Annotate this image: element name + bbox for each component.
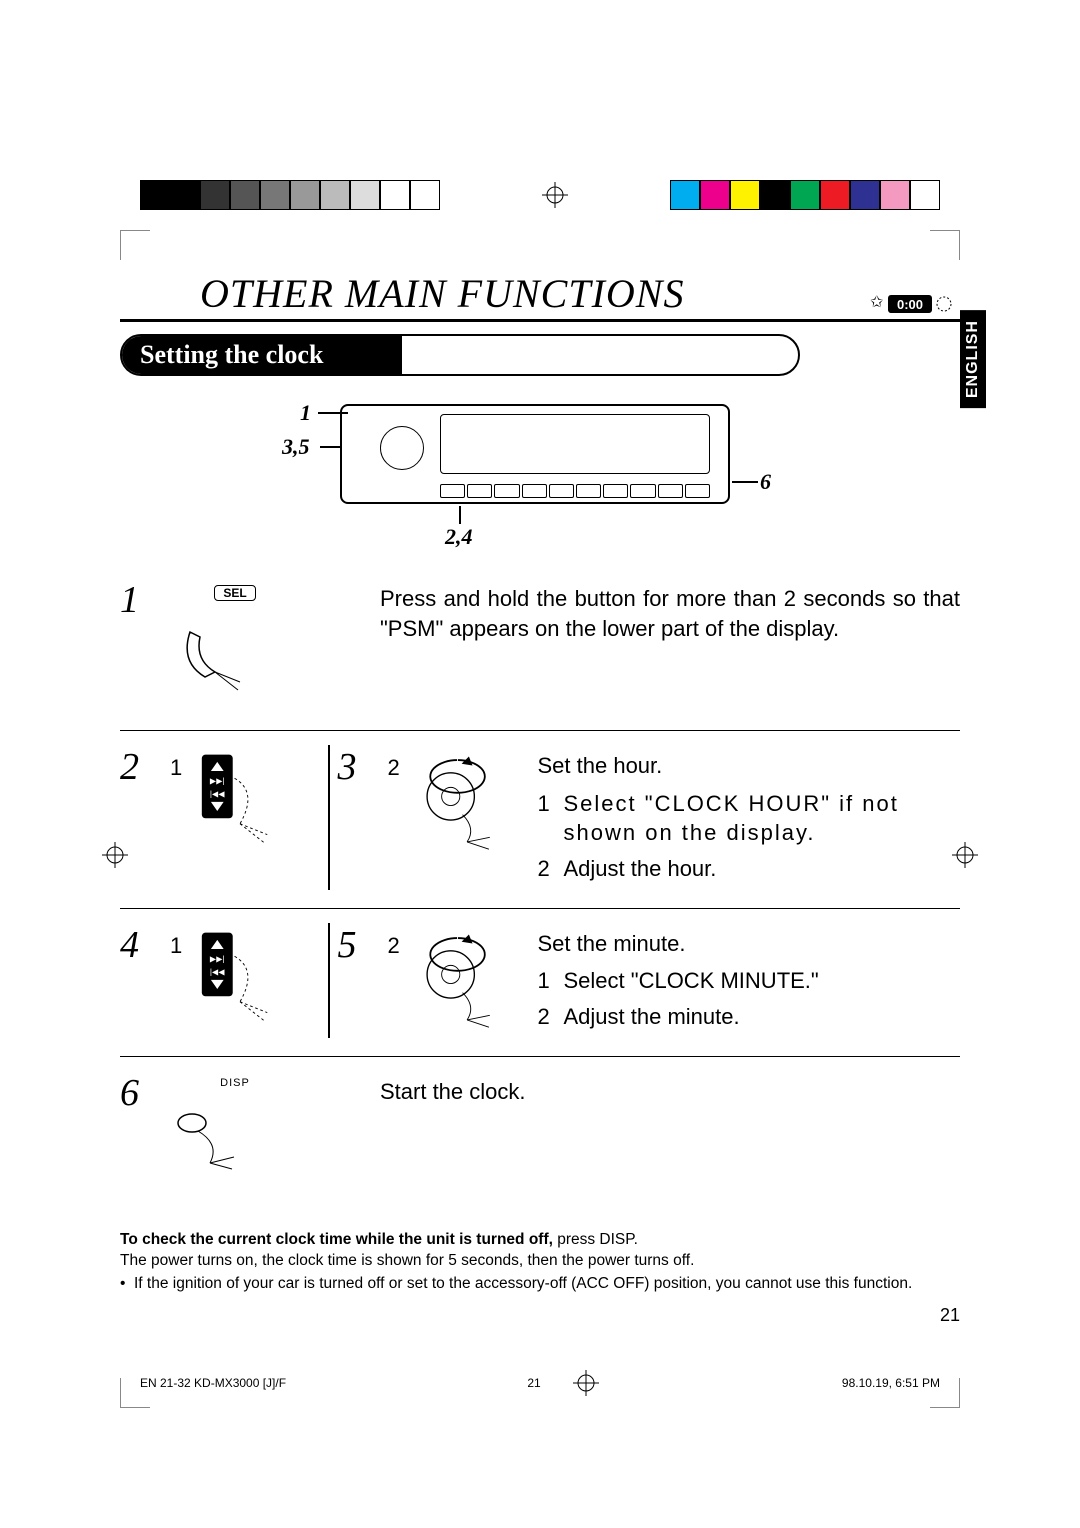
step-2-3: 2 1 ▶▶| |◀◀ 3 2 xyxy=(120,731,960,909)
step-subnumber: 2 xyxy=(388,755,408,890)
step-6: 6 DISP Start the clock. xyxy=(120,1057,960,1212)
page-title: OTHER MAIN FUNCTIONS xyxy=(120,270,684,317)
step-4-5: 4 1 ▶▶| |◀◀ 5 2 xyxy=(120,909,960,1057)
section-title: Setting the clock xyxy=(140,334,323,376)
diagram-callout-6: 6 xyxy=(760,469,771,495)
step-number: 2 xyxy=(120,745,170,890)
step-number: 4 xyxy=(120,923,170,1038)
step-number: 6 xyxy=(120,1071,170,1194)
page-content: OTHER MAIN FUNCTIONS ✩ 0:00 Setting the … xyxy=(120,180,960,1326)
svg-text:|◀◀: |◀◀ xyxy=(210,967,225,976)
diagram-callout-35: 3,5 xyxy=(282,434,310,460)
svg-text:▶▶|: ▶▶| xyxy=(210,954,225,963)
svg-text:▶▶|: ▶▶| xyxy=(210,777,225,786)
updown-button-icon: ▶▶| |◀◀ xyxy=(190,751,320,890)
svg-text:0:00: 0:00 xyxy=(897,297,923,312)
language-tab: ENGLISH xyxy=(960,310,986,408)
step-number: 5 xyxy=(338,923,388,1038)
clock-icon: ✩ 0:00 xyxy=(870,291,960,317)
footnote: To check the current clock time while th… xyxy=(120,1230,960,1295)
step-number: 1 xyxy=(120,578,170,712)
step-text: Set the hour. 1Select "CLOCK HOUR" if no… xyxy=(538,745,961,890)
section-header: Setting the clock xyxy=(120,334,800,376)
footer-left: EN 21-32 KD-MX3000 [J]/F xyxy=(140,1376,286,1390)
step-subnumber: 1 xyxy=(170,933,190,1038)
diagram-callout-24: 2,4 xyxy=(445,524,473,550)
registration-mark-bottom xyxy=(571,1368,601,1398)
step-subnumber: 1 xyxy=(170,755,190,890)
updown-button-icon: ▶▶| |◀◀ xyxy=(190,929,320,1038)
disp-button-icon: DISP xyxy=(170,1077,300,1194)
svg-text:|◀◀: |◀◀ xyxy=(210,789,225,798)
dial-turn-icon xyxy=(408,751,538,890)
footer-mid-page: 21 xyxy=(527,1376,540,1390)
svg-text:✩: ✩ xyxy=(870,294,884,311)
page-number: 21 xyxy=(120,1305,960,1326)
step-text: Press and hold the button for more than … xyxy=(380,578,960,712)
footer-right: 98.10.19, 6:51 PM xyxy=(842,1376,940,1390)
step-1: 1 SEL Press and hold the button for more… xyxy=(120,564,960,731)
radio-diagram: 1 3,5 2,4 6 xyxy=(250,394,960,554)
diagram-callout-1: 1 xyxy=(300,400,311,426)
step-text: Start the clock. xyxy=(380,1071,960,1194)
dial-turn-icon xyxy=(408,929,538,1038)
step-subnumber: 2 xyxy=(388,933,408,1038)
sel-button-icon: SEL xyxy=(170,584,300,712)
footer-metadata: EN 21-32 KD-MX3000 [J]/F 21 98.10.19, 6:… xyxy=(140,1368,940,1398)
step-number: 3 xyxy=(338,745,388,890)
step-text: Set the minute. 1Select "CLOCK MINUTE." … xyxy=(538,923,961,1038)
